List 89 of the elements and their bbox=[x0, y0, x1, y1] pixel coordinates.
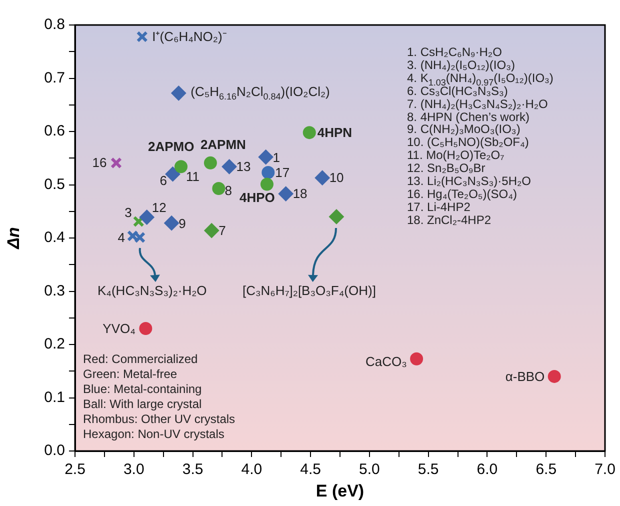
y-tick-label: 0.4 bbox=[44, 229, 65, 246]
annotation: 8 bbox=[224, 182, 232, 198]
annotation: YVO₄ bbox=[102, 321, 136, 336]
point bbox=[278, 186, 294, 202]
annotation: 11. Mo(H₂O)Te₂O₇ bbox=[407, 148, 504, 162]
annotation: 7. (NH₄)₂(H₃C₃N₄S₂)₂·H₂O bbox=[407, 96, 548, 111]
y-tick-label: 0.7 bbox=[44, 69, 65, 86]
point bbox=[260, 178, 274, 191]
annotation: 1 bbox=[272, 150, 280, 165]
annotation: K₄(HC₃N₃S₃)₂·H₂O bbox=[98, 282, 207, 298]
annotation: 17 bbox=[275, 165, 290, 180]
annotation: 4. K$_{1.03}$(NH₄)$_{0.97}$(I₅O₁₂)(IO₃) bbox=[407, 70, 554, 88]
annotation: 12. Sn₂B₅O₉Br bbox=[407, 161, 486, 176]
annotation: 18. ZnCl₂-4HP2 bbox=[407, 212, 492, 227]
annotation: 12 bbox=[152, 200, 166, 215]
point bbox=[139, 210, 154, 225]
annotation: 4HPO bbox=[239, 190, 275, 205]
y-tick-label: 0.3 bbox=[44, 282, 65, 300]
x-tick-label: 3.5 bbox=[182, 461, 204, 478]
annotation: 3 bbox=[124, 204, 132, 220]
annotation: 9. C(NH₂)₃MoO₃(IO₃) bbox=[407, 122, 520, 136]
annotation: I⁺(C₆H₄NO₂)⁻ bbox=[152, 29, 226, 44]
point bbox=[110, 157, 122, 169]
annotation: 3. (NH₄)₂(I₅O₁₂)(IO₃) bbox=[407, 58, 515, 72]
annotation: α-BBO bbox=[505, 368, 545, 384]
annotation: 1. CsH₂C₆N₉·H₂O bbox=[407, 45, 502, 59]
annotation: Green: Metal-free bbox=[83, 367, 178, 381]
annotation: 11 bbox=[186, 169, 200, 184]
point bbox=[171, 86, 186, 101]
point bbox=[136, 30, 148, 42]
y-tick-label: 0.1 bbox=[44, 388, 65, 406]
y-axis-title: Δn bbox=[4, 227, 23, 250]
point bbox=[212, 182, 226, 195]
point bbox=[314, 170, 330, 186]
annotation: 7 bbox=[218, 223, 226, 238]
point bbox=[126, 230, 138, 242]
point bbox=[134, 232, 146, 244]
x-tick-label: 4.0 bbox=[241, 461, 262, 478]
annotation: 18 bbox=[292, 186, 308, 202]
annotation: Red: Commercialized bbox=[83, 352, 198, 366]
point bbox=[258, 150, 274, 165]
y-tick-label: 0.8 bbox=[44, 16, 65, 34]
point bbox=[548, 370, 561, 383]
annotation: Ball: With large crystal bbox=[83, 397, 202, 411]
annotation: Blue: Metal-containing bbox=[83, 382, 202, 396]
point bbox=[204, 156, 217, 170]
x-tick-label: 7.0 bbox=[594, 461, 616, 478]
annotation: 2APMO bbox=[148, 139, 194, 154]
annotation: 16. Hg₄(Te₂O₅)(SO₄) bbox=[407, 186, 517, 201]
annotation: Rhombus: Other UV crystals bbox=[83, 412, 236, 426]
point bbox=[204, 223, 220, 238]
x-tick-label: 5.5 bbox=[418, 461, 439, 478]
annotation: 8. 4HPN (Chen’s work) bbox=[407, 110, 530, 124]
annotation: 13. Li₂(HC₃N₃S₃)·5H₂O bbox=[407, 174, 531, 188]
point bbox=[262, 166, 275, 180]
y-tick-label: 0.5 bbox=[44, 176, 65, 193]
x-tick-label: 6.0 bbox=[476, 461, 498, 478]
annotation: 9 bbox=[178, 216, 186, 231]
annotation: 2APMN bbox=[200, 137, 246, 152]
x-tick-label: 5.0 bbox=[359, 461, 380, 478]
point bbox=[302, 126, 316, 140]
annotation: 17. Li-4HP2 bbox=[407, 200, 470, 214]
point bbox=[165, 166, 180, 182]
y-tick-label: 0.2 bbox=[44, 336, 65, 353]
annotation: Hexagon: Non-UV crystals bbox=[83, 427, 224, 441]
annotation: 4HPN bbox=[317, 125, 352, 140]
y-tick-label: 0.0 bbox=[44, 442, 65, 460]
x-tick-label: 2.5 bbox=[64, 461, 86, 478]
point bbox=[132, 216, 144, 228]
point bbox=[328, 209, 344, 224]
annotation: 16 bbox=[92, 155, 107, 170]
y-tick-label: 0.6 bbox=[44, 122, 65, 140]
annotation: CaCO₃ bbox=[366, 354, 407, 370]
x-tick-label: 6.5 bbox=[536, 461, 557, 478]
annotation: 4 bbox=[118, 230, 125, 246]
point bbox=[164, 216, 180, 231]
x-tick-label: 3.0 bbox=[123, 461, 144, 478]
annotation: 10. (C₅H₅NO)(Sb₂OF₄) bbox=[407, 135, 529, 150]
x-tick-label: 4.5 bbox=[300, 461, 321, 478]
point bbox=[410, 352, 424, 366]
annotation: (C₅H$_{6.16}$N₂Cl$_{0.84}$)(IO₂Cl₂) bbox=[190, 84, 330, 102]
point bbox=[139, 322, 152, 336]
annotation: 13 bbox=[236, 159, 251, 174]
point bbox=[222, 159, 237, 174]
annotation: 10 bbox=[329, 170, 344, 186]
point bbox=[174, 160, 188, 174]
annotation: 6 bbox=[160, 172, 167, 188]
annotation: [C₃N₆H₇]₂[B₃O₃F₄(OH)] bbox=[242, 282, 376, 298]
x-axis-title: E (eV) bbox=[316, 481, 364, 500]
